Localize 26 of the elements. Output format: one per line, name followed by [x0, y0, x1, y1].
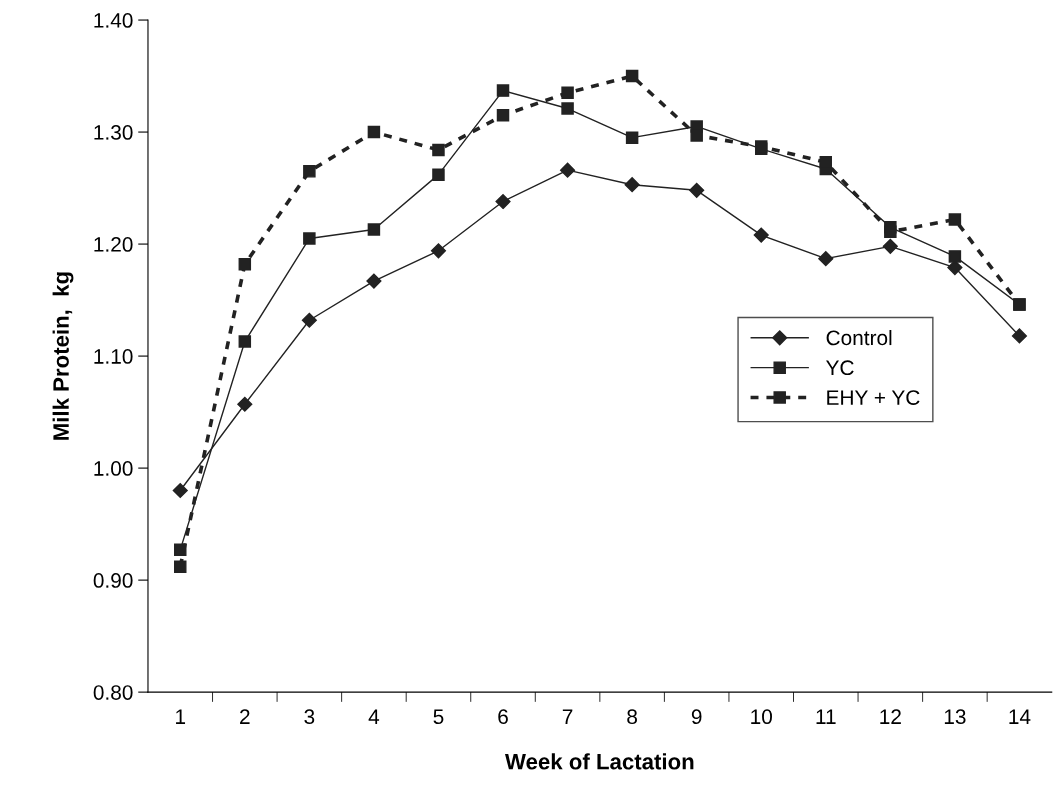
x-tick-label: 14 [1009, 709, 1031, 724]
x-tick-label: 4 [368, 709, 380, 724]
x-tick-label: 8 [627, 709, 638, 725]
x-tick-label: 5 [433, 709, 444, 725]
y-axis-title: Milk Protein, kg [52, 272, 74, 440]
legend-label: Control [826, 329, 892, 346]
x-tick-label: 11 [816, 709, 836, 724]
y-tick-label: 1.40 [94, 13, 133, 28]
x-tick-label: 10 [751, 709, 772, 725]
x-tick-label: 3 [304, 709, 315, 725]
y-tick-label: 1.20 [94, 237, 133, 252]
y-tick-label: 1.00 [94, 461, 133, 476]
x-tick-label: 6 [498, 709, 508, 725]
y-tick-label: 0.80 [93, 685, 133, 700]
x-tick-label: 12 [880, 709, 901, 724]
x-tick-label: 7 [562, 709, 573, 724]
x-axis-title: Week of Lactation [505, 753, 694, 770]
legend-label: YC [826, 360, 854, 376]
x-tick-label: 1 [176, 709, 186, 724]
y-tick-label: 1.30 [94, 125, 133, 140]
legend-label: EHY + YC [827, 390, 920, 405]
y-tick-label: 0.90 [93, 573, 133, 588]
x-tick-label: 13 [944, 709, 966, 725]
x-tick-label: 9 [691, 709, 702, 725]
y-tick-label: 1.10 [94, 349, 133, 364]
x-tick-label: 2 [240, 709, 250, 724]
